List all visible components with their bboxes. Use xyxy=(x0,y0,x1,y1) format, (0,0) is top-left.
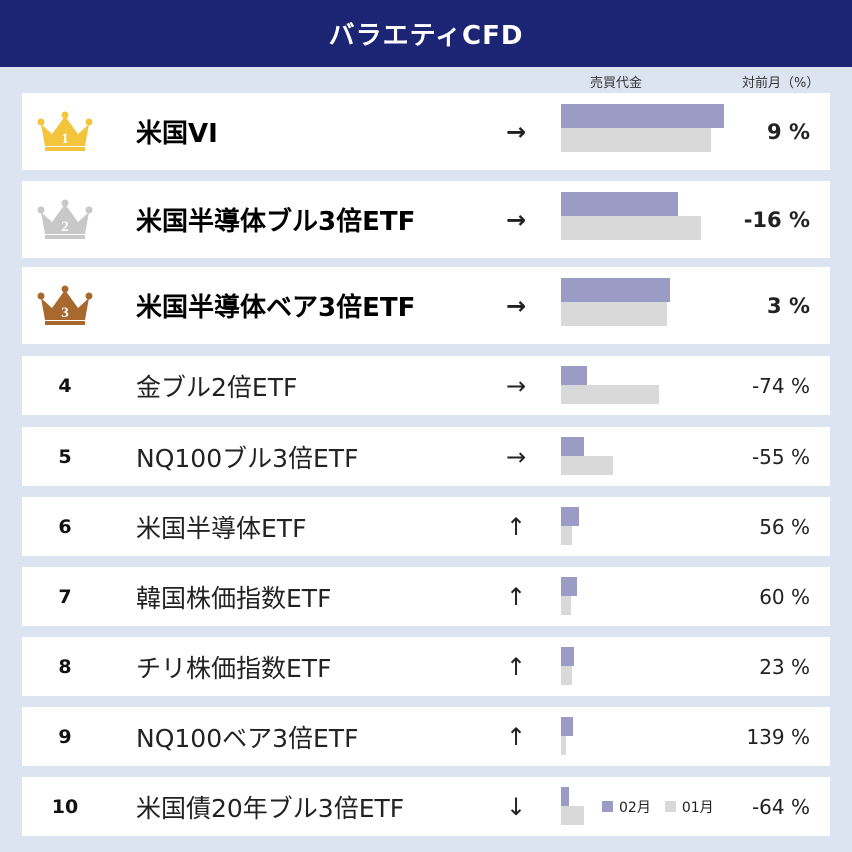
product-name: 米国半導体ブル3倍ETF xyxy=(136,207,416,237)
volume-bar-previous xyxy=(561,456,613,475)
volume-bar-previous xyxy=(561,302,667,326)
product-name: 米国VI xyxy=(136,119,218,149)
volume-bar-previous xyxy=(561,736,566,755)
volume-bar-current xyxy=(561,647,574,666)
ranking-row: 3 米国半導体ベア3倍ETF → 3 % xyxy=(22,267,830,344)
ranking-row: 8 チリ株価指数ETF ↑ 23 % xyxy=(22,637,830,696)
ranking-row: 6 米国半導体ETF ↑ 56 % xyxy=(22,497,830,556)
change-percent: -74 % xyxy=(751,373,810,398)
volume-bar-current xyxy=(561,717,573,736)
product-name: NQ100ブル3倍ETF xyxy=(136,443,359,473)
arrow-right-icon: → xyxy=(505,442,527,471)
change-percent: 9 % xyxy=(767,119,810,144)
volume-bar-previous xyxy=(561,128,711,152)
legend-swatch-previous xyxy=(664,801,676,812)
rank-number: 6 xyxy=(58,515,72,538)
ranking-row: 1 米国VI → 9 % xyxy=(22,93,830,170)
legend-item-current: 02月 xyxy=(602,797,651,817)
arrow-down-icon: ↓ xyxy=(505,792,527,821)
legend-label-current: 02月 xyxy=(619,799,651,816)
volume-bar-current xyxy=(561,278,670,302)
change-percent: 139 % xyxy=(746,724,810,749)
rank-number: 9 xyxy=(58,725,72,748)
arrow-right-icon: → xyxy=(505,291,527,320)
change-percent: -16 % xyxy=(743,207,810,232)
ranking-row: 10 米国債20年ブル3倍ETF ↓ -64 % 02月 01月 xyxy=(22,777,830,836)
volume-bar-previous xyxy=(561,666,572,685)
change-percent: -64 % xyxy=(751,794,810,819)
crown-gold-icon: 1 xyxy=(22,93,108,170)
legend-label-previous: 01月 xyxy=(681,799,714,816)
product-name: NQ100ベア3倍ETF xyxy=(136,723,359,753)
column-header-change: 対前月（%） xyxy=(742,76,820,91)
volume-bar-current xyxy=(561,192,678,216)
volume-bar-current xyxy=(561,787,569,806)
rank-number: 8 xyxy=(58,655,72,678)
volume-bar-current xyxy=(561,577,577,596)
change-percent: 23 % xyxy=(759,654,810,679)
change-percent: 56 % xyxy=(759,514,810,539)
svg-text:2: 2 xyxy=(61,219,69,235)
product-name: 韓国株価指数ETF xyxy=(136,583,332,613)
ranking-row: 2 米国半導体ブル3倍ETF → -16 % xyxy=(22,181,830,258)
arrow-up-icon: ↑ xyxy=(505,512,527,541)
volume-bar-previous xyxy=(561,806,584,825)
ranking-row: 5 NQ100ブル3倍ETF → -55 % xyxy=(22,427,830,486)
arrow-up-icon: ↑ xyxy=(505,652,527,681)
volume-bar-current xyxy=(561,507,579,526)
page-title: バラエティCFD xyxy=(0,0,852,67)
legend-swatch-current xyxy=(602,801,613,812)
arrow-up-icon: ↑ xyxy=(505,722,527,751)
column-header-volume: 売買代金 xyxy=(590,76,643,91)
change-percent: 60 % xyxy=(759,584,810,609)
volume-bar-current xyxy=(561,437,584,456)
ranking-row: 9 NQ100ベア3倍ETF ↑ 139 % xyxy=(22,707,830,766)
arrow-right-icon: → xyxy=(505,371,527,400)
svg-text:3: 3 xyxy=(61,305,69,321)
change-percent: -55 % xyxy=(751,444,810,469)
product-name: 米国半導体ベア3倍ETF xyxy=(136,293,416,323)
crown-silver-icon: 2 xyxy=(22,181,108,258)
ranking-row: 4 金ブル2倍ETF → -74 % xyxy=(22,356,830,415)
svg-text:1: 1 xyxy=(61,131,69,147)
crown-bronze-icon: 3 xyxy=(22,267,108,344)
volume-bar-current xyxy=(561,366,587,385)
ranking-row: 7 韓国株価指数ETF ↑ 60 % xyxy=(22,567,830,626)
product-name: 米国債20年ブル3倍ETF xyxy=(136,793,405,823)
rank-number: 7 xyxy=(58,585,72,608)
product-name: 米国半導体ETF xyxy=(136,513,307,543)
volume-bar-previous xyxy=(561,385,659,404)
change-percent: 3 % xyxy=(767,293,810,318)
rank-number: 5 xyxy=(58,445,72,468)
volume-bar-current xyxy=(561,104,724,128)
chart-legend: 02月 01月 xyxy=(602,777,728,836)
arrow-right-icon: → xyxy=(505,205,527,234)
rank-number: 4 xyxy=(58,374,72,397)
arrow-right-icon: → xyxy=(505,117,527,146)
arrow-up-icon: ↑ xyxy=(505,582,527,611)
rank-number: 10 xyxy=(51,795,79,818)
legend-item-previous: 01月 xyxy=(664,797,714,817)
product-name: 金ブル2倍ETF xyxy=(136,372,298,402)
volume-bar-previous xyxy=(561,216,701,240)
volume-bar-previous xyxy=(561,526,572,545)
product-name: チリ株価指数ETF xyxy=(136,653,332,683)
volume-bar-previous xyxy=(561,596,571,615)
